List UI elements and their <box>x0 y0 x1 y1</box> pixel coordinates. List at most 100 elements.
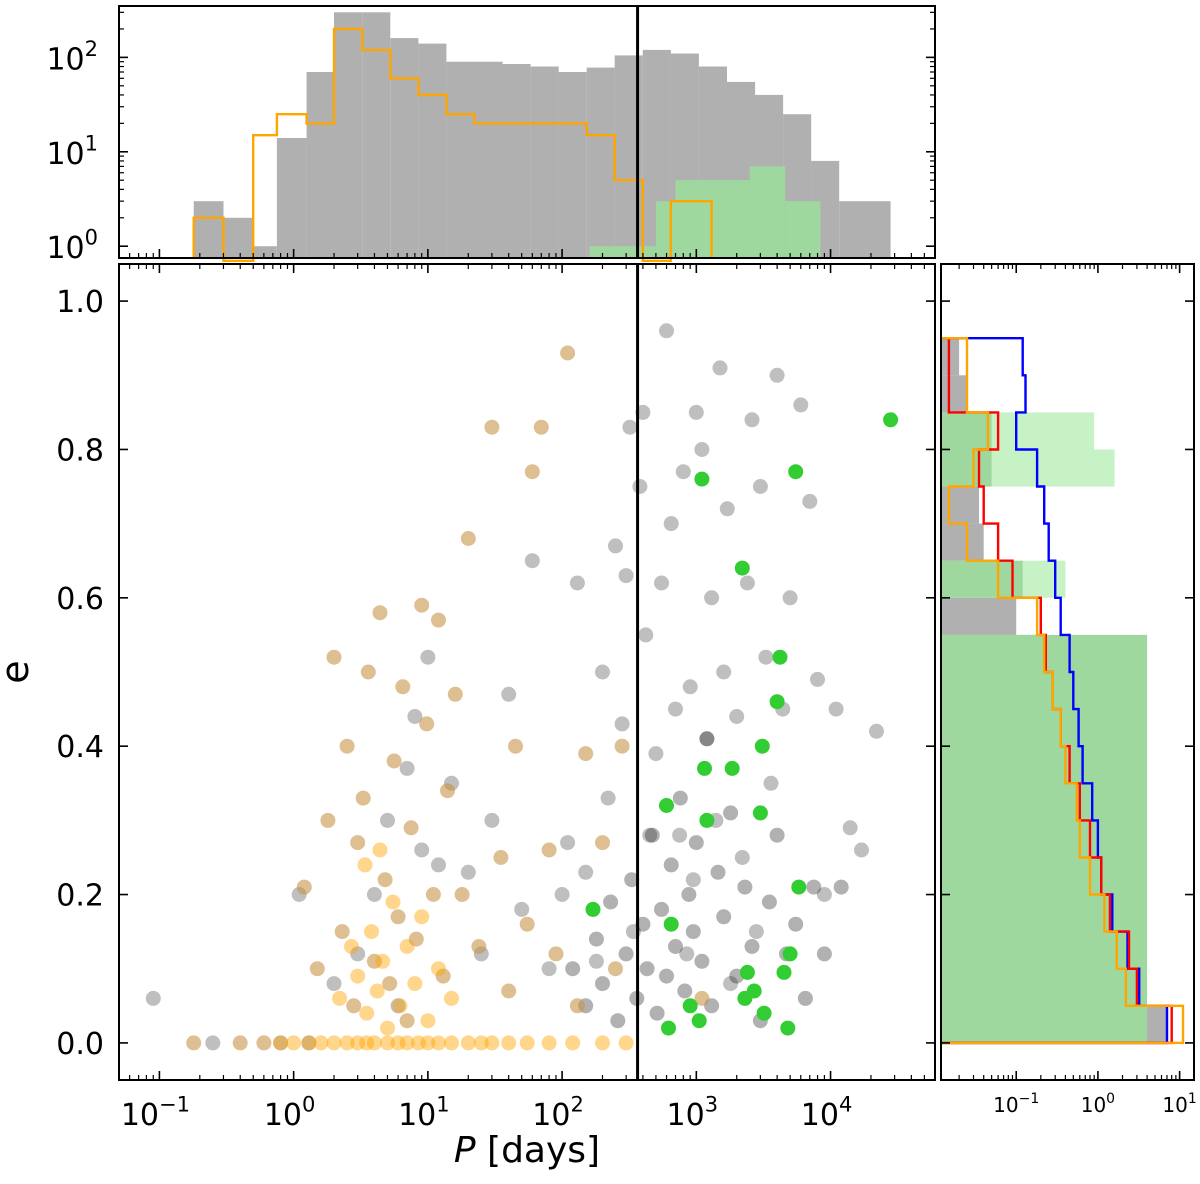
scatter-point <box>828 701 844 717</box>
scatter-point <box>355 790 371 806</box>
scatter-point <box>377 872 393 888</box>
right-histogram-x-tick-labels: 10−1 100 101 <box>993 1091 1197 1117</box>
scatter-point <box>608 961 623 977</box>
x-tick-label: 100 <box>264 1093 316 1134</box>
scatter-point <box>414 842 430 858</box>
scatter-point <box>600 790 616 806</box>
scatter-point <box>614 716 630 732</box>
right-histogram-bar <box>941 523 984 561</box>
x-axis-label-symbol: P <box>454 1130 476 1171</box>
scatter-point <box>663 916 679 932</box>
scatter-point <box>447 686 463 702</box>
scatter-point <box>578 864 594 880</box>
scatter-point <box>460 864 476 880</box>
top-histogram-step-line <box>192 27 713 262</box>
scatter-point <box>748 924 764 940</box>
scatter-point <box>408 931 424 947</box>
top-y-tick-label-base: 10 <box>46 137 84 172</box>
right-x-tick-label-exponent: 1 <box>1188 1091 1197 1107</box>
scatter-point <box>776 964 792 980</box>
scatter-point <box>390 1035 406 1051</box>
scatter-point <box>205 1035 221 1051</box>
scatter-point <box>326 649 342 665</box>
top-histogram-bar <box>223 217 254 258</box>
scatter-point <box>444 990 459 1006</box>
scatter-point <box>639 961 655 977</box>
scatter-point <box>435 968 451 984</box>
x-tick-label-base: 10 <box>398 1098 436 1133</box>
scatter-point <box>654 901 669 917</box>
top-histogram-bar <box>390 38 419 258</box>
scatter-point <box>273 1035 289 1051</box>
scatter-point <box>679 946 695 962</box>
x-tick-label-base: 10 <box>667 1098 705 1133</box>
top-histogram-bars <box>193 12 891 259</box>
scatter-point <box>816 946 832 962</box>
top-histogram-bar <box>193 201 224 258</box>
scatter-point <box>565 1035 581 1051</box>
top-histogram-bar <box>530 66 559 258</box>
scatter-point <box>403 820 419 836</box>
x-tick-label-exponent: −1 <box>159 1093 190 1117</box>
scatter-point <box>763 775 779 791</box>
right-histogram-bar <box>941 486 979 524</box>
scatter-point <box>578 746 594 762</box>
scatter-point <box>737 990 753 1006</box>
scatter-point <box>816 887 832 902</box>
scatter-point <box>313 1035 329 1051</box>
right-histogram-bar <box>941 375 967 413</box>
scatter-point <box>610 1013 626 1029</box>
x-tick-label: 101 <box>398 1093 450 1134</box>
scatter-point <box>420 1035 436 1051</box>
scatter-point <box>659 798 674 813</box>
scatter-point <box>644 827 660 843</box>
top-histogram-bar <box>418 43 447 258</box>
y-tick-label: 0.6 <box>56 582 104 617</box>
scatter-point <box>638 627 654 643</box>
scatter-point <box>782 590 798 606</box>
scatter-point <box>780 1020 796 1036</box>
scatter-point <box>761 894 777 910</box>
scatter-point <box>410 1035 426 1051</box>
right-x-tick-label: 101 <box>1162 1091 1196 1117</box>
top-histogram-bar <box>502 64 531 258</box>
scatter-point <box>420 649 436 665</box>
scatter-point <box>533 419 549 435</box>
y-tick-label: 1.0 <box>56 285 104 320</box>
scatter-point <box>624 872 640 888</box>
scatter-point <box>756 1005 772 1021</box>
scatter-point <box>357 857 373 873</box>
scatter-point <box>797 990 813 1006</box>
scatter-point <box>473 1035 489 1051</box>
scatter-point <box>501 686 517 702</box>
scatter-point <box>793 397 809 413</box>
scatter-point <box>754 738 770 754</box>
x-tick-label-base: 10 <box>264 1098 302 1133</box>
scatter-point <box>842 820 858 836</box>
scatter-point <box>524 553 540 569</box>
scatter-point <box>386 753 402 769</box>
scatter-point <box>663 516 679 532</box>
y-tick-label: 0.2 <box>56 879 104 914</box>
right-histogram-steps <box>941 337 1185 1045</box>
scatter-point <box>681 887 697 902</box>
scatter-point <box>431 857 446 873</box>
right-histogram-bar <box>941 597 1017 635</box>
scatter-point <box>301 1035 317 1051</box>
scatter-point <box>399 1013 415 1029</box>
scatter-point <box>508 738 523 754</box>
scatter-point <box>622 419 638 435</box>
scatter-point <box>519 1035 535 1051</box>
top-histogram-bar <box>839 201 891 258</box>
scatter-point <box>788 916 804 932</box>
scatter-point <box>661 1020 676 1036</box>
scatter-point <box>326 976 342 992</box>
scatter-point <box>668 701 683 717</box>
scatter-point <box>372 842 388 858</box>
scatter-point <box>595 664 610 680</box>
x-axis-label-unit: [days] <box>476 1130 601 1171</box>
scatter-point <box>654 575 669 591</box>
scatter-point <box>232 1035 248 1051</box>
top-histogram-frame <box>118 5 936 259</box>
